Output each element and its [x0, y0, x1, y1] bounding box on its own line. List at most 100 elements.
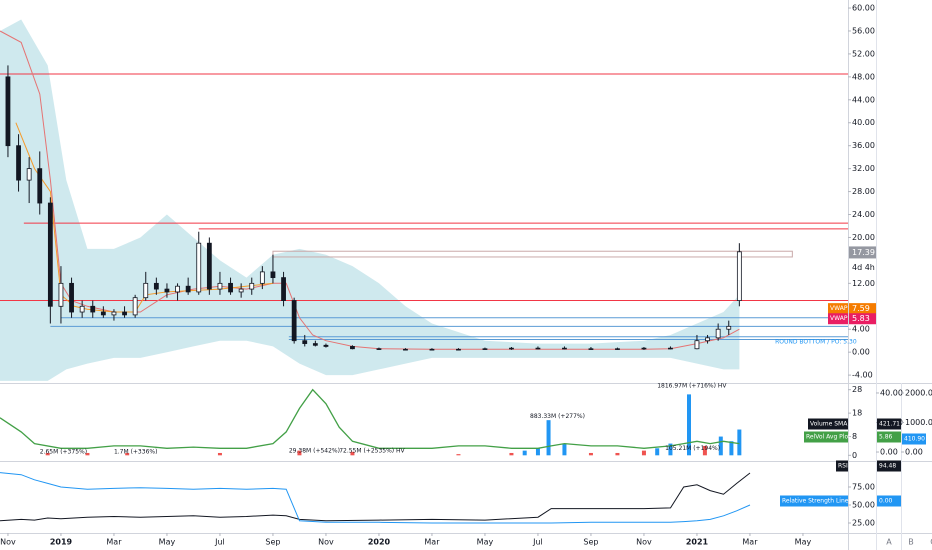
indicator-value: 421.71: [879, 421, 900, 428]
candle-body: [217, 282, 223, 290]
candle-body: [350, 346, 355, 350]
y-tick-label: 28.00: [852, 187, 875, 196]
candle-body: [562, 347, 567, 350]
y-tick-label: 0.00: [852, 348, 870, 357]
indicator-name-tag: [808, 418, 848, 430]
x-tick-label: Sep: [265, 538, 280, 547]
x-tick-label: Mar: [424, 538, 440, 547]
volume-bar: [125, 452, 130, 456]
indicator-name: VWAP: [830, 315, 848, 322]
candle-body: [403, 348, 408, 351]
candle-body: [259, 271, 265, 284]
x-tick-label: Nov: [0, 538, 16, 547]
y-tick-label: 40.00: [852, 118, 875, 127]
volume-bar: [588, 452, 593, 456]
candle-body: [16, 145, 21, 181]
last-price-tag: [849, 246, 876, 259]
indicator-name: VWAP: [830, 305, 848, 312]
candle-body: [705, 337, 710, 342]
y-tick-label: 8: [852, 432, 857, 441]
y-tick-label: 56.00: [852, 26, 875, 35]
y-tick-label: 24.00: [852, 210, 875, 219]
candle-body: [238, 288, 244, 293]
candle-body: [58, 282, 64, 307]
indicator-name-tag: [828, 303, 848, 315]
x-tick-label: 2021: [686, 538, 709, 547]
volume-annotation: 72.55M (+2535%) HV: [339, 448, 405, 455]
volume-bar: [350, 451, 355, 456]
candle-body: [376, 348, 382, 350]
indicator-value-tag: [877, 460, 901, 472]
y-tick-label: 50.00: [852, 500, 875, 509]
indicator-value-tag: [849, 313, 876, 325]
indicator-name: Volume SMA: [810, 421, 848, 428]
x-tick-label: 2019: [50, 538, 73, 547]
volume-annotation: 1.7M (+336%): [114, 448, 158, 455]
x-tick-label: 2020: [368, 538, 391, 547]
x-tick-label: Sep: [583, 538, 598, 547]
volume-bar: [687, 394, 691, 456]
scale-button[interactable]: B: [908, 538, 914, 547]
y-tick-label: 28: [852, 385, 862, 394]
x-tick-label: May: [159, 538, 176, 547]
x-tick-label: Nov: [318, 538, 334, 547]
candle-body: [323, 344, 329, 347]
volume-annotation: 2.65M (+375%): [40, 448, 87, 455]
x-tick-label: Mar: [106, 538, 122, 547]
candle-body: [37, 168, 43, 204]
indicator-value-tag: [849, 303, 876, 315]
candle-body: [185, 285, 191, 293]
x-tick-label: May: [795, 538, 812, 547]
candle-body: [588, 348, 594, 350]
candle-body: [111, 311, 117, 316]
indicator-line: [0, 472, 751, 524]
volume-bar: [615, 452, 620, 456]
candle-body: [281, 277, 286, 301]
x-tick-label: Jul: [532, 538, 543, 547]
last-price-label: 17.39: [852, 248, 875, 257]
y-tick-label: 1000.00: [905, 418, 932, 427]
candle-body: [535, 347, 541, 350]
y-tick-label: 40.00: [880, 388, 903, 397]
candle-body: [715, 328, 721, 339]
scale-button[interactable]: C: [930, 538, 932, 547]
candle-body: [302, 340, 308, 344]
candle-body: [143, 282, 149, 299]
candle-body: [482, 348, 488, 350]
candle-body: [270, 271, 276, 279]
y-tick-label: 32.00: [852, 164, 875, 173]
candle-body: [615, 348, 620, 350]
y-tick-label: 12.00: [852, 279, 875, 288]
candle-body: [153, 282, 159, 290]
indicator-value-tag: [902, 433, 926, 445]
candle-body: [90, 305, 96, 313]
candle-body: [228, 282, 233, 293]
bar-countdown: 4d 4h: [852, 263, 875, 272]
candle-body: [249, 282, 255, 290]
indicator-value: 94.48: [879, 463, 896, 470]
y-tick-label: 20.00: [852, 233, 875, 242]
candle-body: [79, 305, 85, 313]
volume-bar: [509, 452, 514, 456]
candle-body: [196, 242, 202, 293]
indicator-value: 410.90: [904, 436, 925, 443]
candle-body: [69, 282, 74, 313]
candle-body: [291, 300, 297, 342]
y-tick-label: 75.00: [852, 482, 875, 491]
volume-bar: [737, 429, 742, 456]
y-tick-label: 2000.00: [905, 388, 932, 397]
scale-button[interactable]: A: [886, 538, 892, 547]
indicator-name-tag: [780, 495, 848, 507]
indicator-line: [0, 472, 751, 522]
y-tick-label: 0.00: [905, 448, 923, 457]
indicator-name-tag: [828, 313, 848, 325]
candle-body: [122, 311, 127, 316]
volume-bar: [702, 445, 707, 456]
x-tick-label: May: [477, 538, 494, 547]
volume-annotation: 105.21M (+194%): [665, 445, 720, 452]
indicator-name: Relative Strength Line: [782, 498, 849, 505]
indicator-value-tag: [877, 418, 901, 430]
y-tick-label: -4.00: [852, 371, 873, 380]
volume-annotation: 1816.97M (+716%) HV: [657, 383, 727, 390]
